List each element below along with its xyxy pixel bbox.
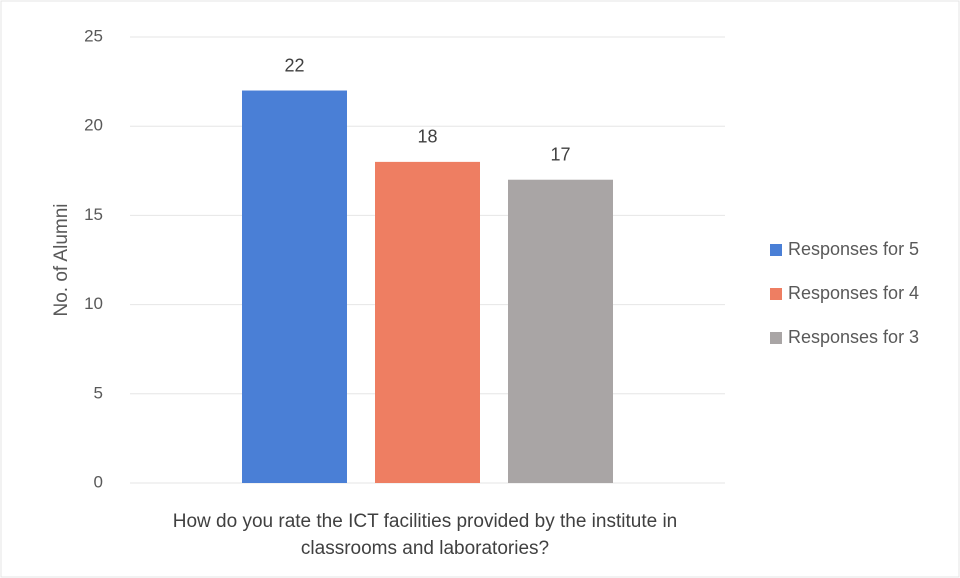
bar xyxy=(375,161,480,483)
y-tick-label: 5 xyxy=(94,383,103,402)
data-label: 22 xyxy=(284,55,304,75)
y-tick-label: 15 xyxy=(84,205,103,224)
y-tick-label: 25 xyxy=(84,26,103,45)
bar xyxy=(242,90,347,484)
y-axis-title: No. of Alumni xyxy=(51,204,72,317)
legend-swatch xyxy=(770,288,782,300)
data-label: 17 xyxy=(550,144,570,164)
legend-label: Responses for 5 xyxy=(788,239,919,259)
x-tick-label: How do you rate the ICT facilities provi… xyxy=(172,511,678,559)
y-tick-label: 10 xyxy=(84,294,103,313)
bar xyxy=(508,179,613,483)
legend-label: Responses for 4 xyxy=(788,283,919,303)
legend-swatch xyxy=(770,244,782,256)
y-tick-label: 0 xyxy=(94,472,103,491)
data-label: 18 xyxy=(417,127,437,147)
legend-label: Responses for 3 xyxy=(788,327,919,347)
y-tick-label: 20 xyxy=(84,116,103,135)
legend-swatch xyxy=(770,332,782,344)
